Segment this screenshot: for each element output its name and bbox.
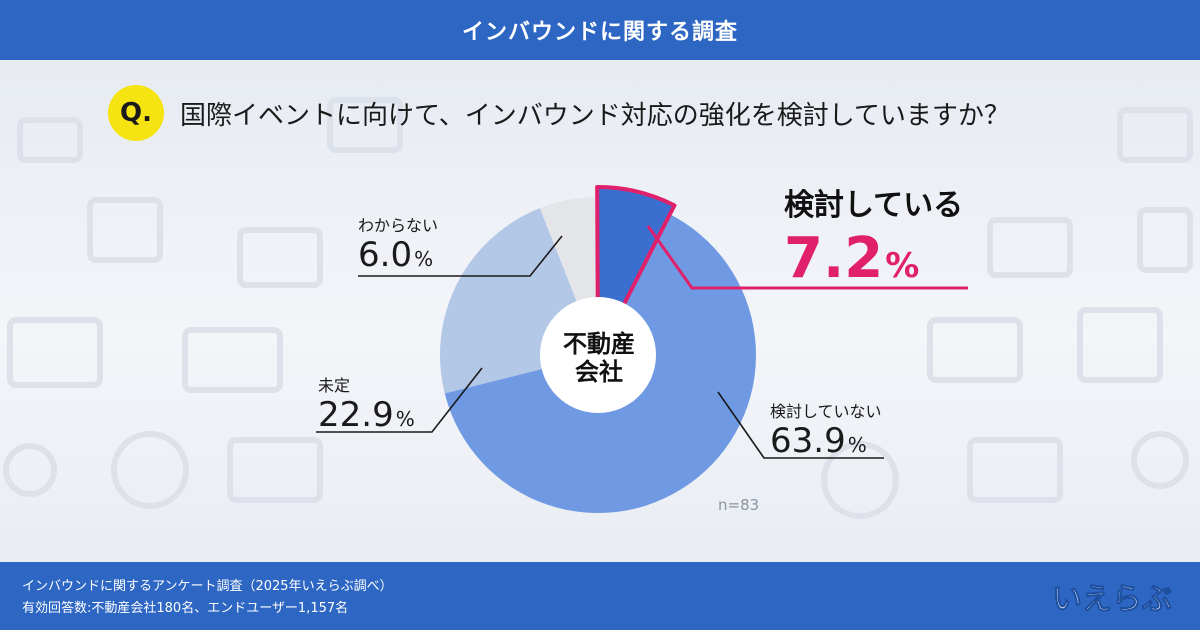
footer-respondents: 有効回答数:不動産会社180名、エンドユーザー1,157名 [22,601,349,616]
slice-label: 検討している [784,188,964,223]
label-considering: 検討している 7.2% [784,180,963,297]
logo-text: いえらぶ [1052,582,1172,617]
footer-source: インバウンドに関するアンケート調査（2025年いえらぶ調べ） [22,579,393,594]
background-pattern-icon [3,97,1193,519]
leader-line-not-considering [717,391,884,459]
slice-label: わからない [358,216,439,235]
question-badge: Q. [108,85,164,141]
label-not-considering: 検討していない 63.9% [770,398,882,464]
question-text: 国際イベントに向けて、インバウンド対応の強化を検討していますか？ [180,100,1010,131]
leader-line-wakaranai [358,235,563,277]
label-mitei: 未定 22.9% [318,372,415,438]
slice-label: 未定 [318,376,351,395]
label-wakaranai: わからない 6.0% [358,212,438,278]
leader-line-considering [646,225,968,290]
slice-value: 6.0% [358,235,434,275]
sample-size: n=83 [718,496,760,514]
footer-bar [0,562,1200,630]
slice-label: 検討していない [770,402,882,421]
header-bar: インバウンドに関する調査 [0,0,1200,60]
slice-value: 63.9% [770,421,867,461]
question-row: Q. 国際イベントに向けて、インバウンド対応の強化を検討していますか？ [108,84,1010,142]
center-label-line1: 不動産 [563,330,635,358]
center-label-line2: 会社 [575,358,623,386]
pie-center-hole [540,297,656,413]
leader-line-mitei [316,367,483,433]
pie-center-label: 不動産 会社 [544,330,654,386]
brand-logo: いえらぶ [1052,582,1173,618]
page-title: インバウンドに関する調査 [461,20,738,45]
slice-value: 22.9% [318,395,415,435]
slice-value: 7.2% [784,226,920,291]
